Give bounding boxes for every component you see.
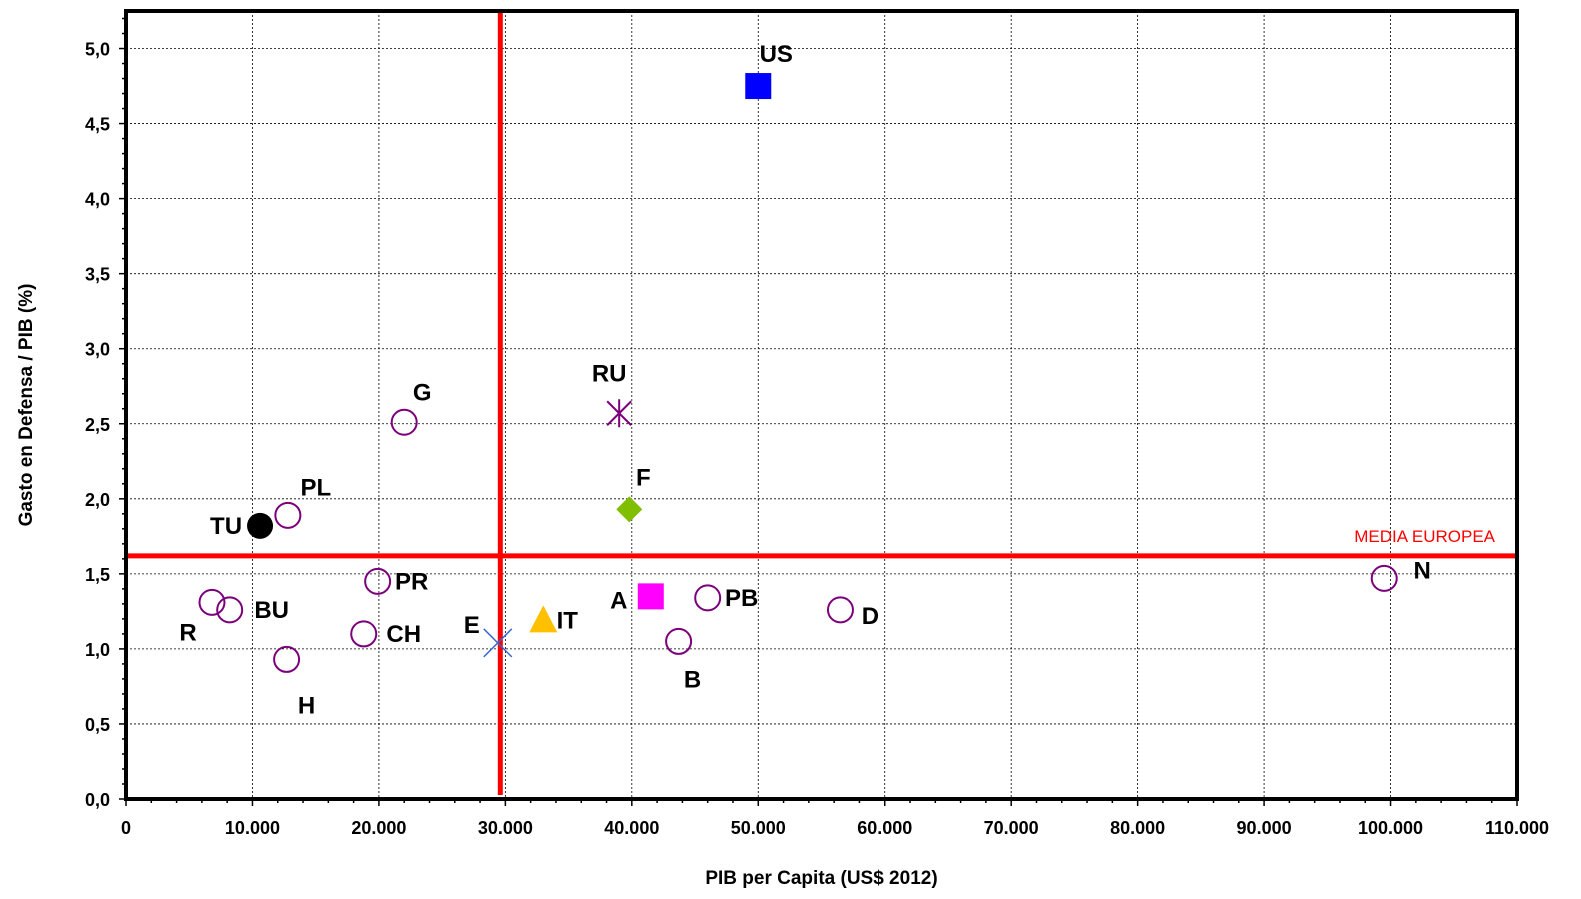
y-tick-label: 4,0: [85, 190, 110, 210]
x-tick-label: 20.000: [351, 818, 406, 838]
x-tick-label: 110.000: [1485, 818, 1549, 838]
point-label-b: B: [684, 666, 701, 693]
point-label-g: G: [413, 379, 432, 406]
x-tick-label: 70.000: [984, 818, 1039, 838]
x-tick-label: 60.000: [857, 818, 912, 838]
data-points: [198, 73, 1398, 673]
point-label-f: F: [636, 464, 651, 491]
y-axis-title: Gasto en Defensa / PIB (%): [16, 284, 37, 527]
point-n: [1370, 564, 1398, 592]
point-d: [826, 596, 854, 624]
x-tick-label: 100.000: [1358, 818, 1423, 838]
point-ru: [606, 399, 632, 428]
point-tu: [247, 512, 274, 539]
x-tick-label: 80.000: [1110, 818, 1165, 838]
point-pb: [694, 584, 722, 612]
point-it: [529, 605, 558, 633]
y-tick-label: 5,0: [85, 40, 110, 60]
y-tick-labels: 0,0 0,5 1,0 1,5 2,0 2,5 3,0 3,5 4,0 4,5 5,0: [85, 40, 110, 810]
point-label-us: US: [760, 41, 793, 68]
x-tick-label: 30.000: [478, 818, 533, 838]
y-tick-label: 4,5: [85, 115, 110, 135]
point-label-pb: PB: [725, 585, 758, 612]
point-label-e: E: [464, 612, 480, 639]
point-label-bu: BU: [254, 597, 289, 624]
y-tick-label: 1,0: [85, 640, 110, 660]
reference-lines: MEDIA EUROPEA: [126, 9, 1517, 795]
point-label-ru: RU: [592, 360, 627, 387]
point-label-a: A: [610, 587, 627, 614]
reference-line-label: MEDIA EUROPEA: [1354, 527, 1495, 546]
point-b: [665, 627, 693, 655]
point-r: [198, 588, 226, 616]
x-tick-label: 10.000: [225, 818, 280, 838]
point-f: [616, 496, 643, 523]
point-label-h: H: [298, 692, 315, 719]
point-h: [273, 645, 301, 673]
point-labels: US G RU F PL TU PR R BU CH H E IT A B PB D N: [179, 41, 1431, 719]
point-label-it: IT: [557, 607, 579, 634]
axis-ticks: [119, 17, 1518, 806]
point-g: [390, 408, 418, 436]
point-e: [483, 628, 513, 658]
y-tick-label: 3,5: [85, 265, 110, 285]
y-tick-label: 1,5: [85, 565, 110, 585]
x-tick-label: 50.000: [731, 818, 786, 838]
x-tick-label: 40.000: [604, 818, 659, 838]
y-tick-label: 2,0: [85, 490, 110, 510]
point-label-r: R: [179, 619, 196, 646]
plot-frame: [124, 9, 1519, 801]
point-ch: [350, 620, 378, 648]
y-tick-label: 0,5: [85, 715, 110, 735]
y-tick-label: 2,5: [85, 415, 110, 435]
grid: [126, 11, 1517, 799]
x-axis-title: PIB per Capita (US$ 2012): [705, 868, 937, 889]
point-bu: [216, 596, 244, 624]
x-tick-label: 90.000: [1237, 818, 1292, 838]
point-label-n: N: [1414, 557, 1431, 584]
point-label-d: D: [862, 603, 879, 630]
point-label-ch: CH: [386, 621, 421, 648]
y-tick-label: 0,0: [85, 790, 110, 810]
point-a: [637, 583, 664, 610]
point-us: [745, 73, 772, 100]
point-pr: [364, 567, 392, 595]
y-tick-label: 3,0: [85, 340, 110, 360]
x-tick-labels: 0 10.000 20.000 30.000 40.000 50.000 60.000 70.…: [121, 818, 1549, 838]
point-label-pr: PR: [395, 568, 428, 595]
point-label-tu: TU: [210, 513, 242, 540]
x-tick-label: 0: [121, 818, 131, 838]
point-pl: [274, 501, 302, 529]
point-label-pl: PL: [301, 474, 332, 501]
